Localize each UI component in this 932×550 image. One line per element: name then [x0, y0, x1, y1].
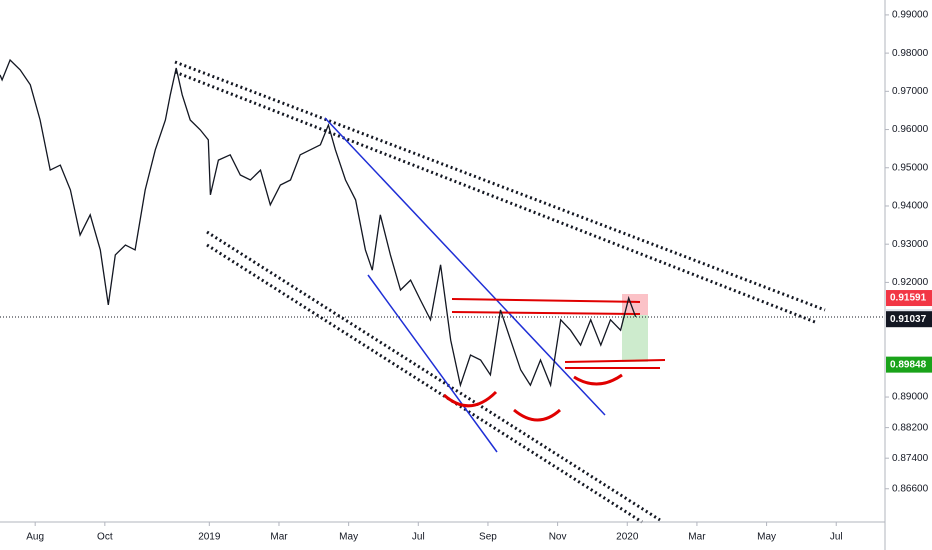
x-tick-label: Oct	[97, 532, 113, 543]
x-tick-label: Nov	[549, 532, 567, 543]
price-label-box	[886, 311, 932, 328]
level-line	[564, 359, 666, 363]
y-tick-label: 0.97000	[892, 86, 929, 97]
y-tick-label: 0.96000	[892, 124, 929, 135]
y-tick-label: 0.95000	[892, 162, 929, 173]
arc	[573, 373, 623, 386]
channel-line	[174, 60, 826, 312]
red-levels	[443, 298, 666, 422]
y-tick-label: 0.93000	[892, 239, 929, 250]
x-tick-label: 2020	[616, 532, 639, 543]
x-tick-label: 2019	[198, 532, 221, 543]
price-line	[0, 58, 637, 388]
x-tick-label: Jul	[830, 532, 843, 543]
y-tick-label: 0.88200	[892, 422, 929, 433]
x-tick-label: Jul	[412, 532, 425, 543]
x-tick-label: Aug	[26, 532, 44, 543]
x-tick-label: May	[757, 532, 776, 543]
blue-trendlines	[324, 117, 606, 453]
level-line	[451, 311, 641, 315]
target-zone	[622, 315, 648, 362]
level-line	[451, 298, 641, 303]
channel-line	[206, 243, 643, 524]
price-label: 0.91591	[890, 293, 927, 304]
y-tick-label: 0.94000	[892, 201, 929, 212]
trendline	[367, 274, 498, 453]
price-label: 0.89848	[890, 359, 927, 370]
channel-lines	[174, 60, 826, 524]
y-tick-label: 0.99000	[892, 10, 929, 21]
arc	[443, 390, 498, 408]
y-tick-label: 0.89000	[892, 392, 929, 403]
price-label: 0.91037	[890, 314, 927, 325]
y-tick-label: 0.92000	[892, 277, 929, 288]
x-tick-label: May	[339, 532, 358, 543]
x-tick-label: Mar	[270, 532, 288, 543]
arc	[513, 408, 562, 422]
trendline	[324, 117, 606, 416]
y-tick-label: 0.98000	[892, 48, 929, 59]
x-tick-label: Mar	[688, 532, 706, 543]
y-tick-label: 0.87400	[892, 453, 929, 464]
y-tick-label: 0.86600	[892, 483, 929, 494]
x-tick-label: Sep	[479, 532, 497, 543]
price-label-box	[886, 356, 932, 373]
price-label-box	[886, 290, 932, 307]
